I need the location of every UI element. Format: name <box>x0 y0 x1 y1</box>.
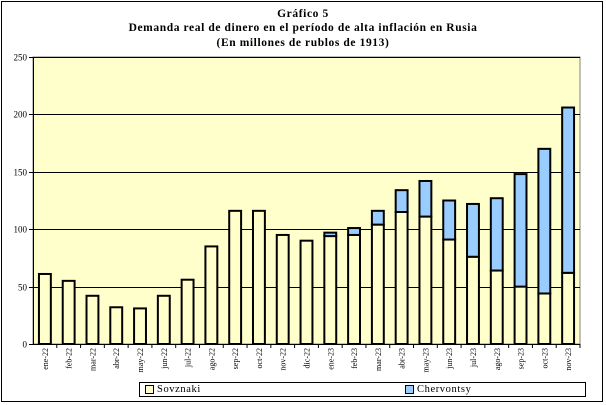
bar-sovznaki-jun-22 <box>156 294 171 345</box>
x-tick-label-may-23: may-23 <box>421 348 430 372</box>
chart-subtitle: Demanda real de dinero en el período de … <box>128 22 478 34</box>
bar-chervontsy-sep-23 <box>513 173 528 288</box>
bar-sovznaki-ago-23 <box>489 269 504 346</box>
x-tick-label-dic-22: dic-22 <box>303 348 312 368</box>
x-tick-label-oct-23: oct-23 <box>540 348 549 368</box>
bar-sovznaki-nov-22 <box>275 233 290 345</box>
bar-sovznaki-abr-22 <box>109 306 124 346</box>
bar-chervontsy-ene-23 <box>323 231 338 238</box>
x-tick-label-ene-23: ene-23 <box>326 348 335 370</box>
bar-sovznaki-dic-22 <box>299 239 314 345</box>
bar-chervontsy-mar-23 <box>370 209 385 226</box>
bar-chervontsy-abr-23 <box>394 189 409 213</box>
bar-sovznaki-may-22 <box>133 307 147 345</box>
bar-sovznaki-feb-23 <box>347 233 362 345</box>
x-tick-label-mar-22: mar-22 <box>88 348 97 371</box>
bar-sovznaki-mar-22 <box>85 294 100 345</box>
y-tick-label-200: 200 <box>14 110 28 120</box>
y-tick-label-250: 250 <box>14 53 28 63</box>
bar-chervontsy-nov-23 <box>561 106 576 274</box>
legend-swatch-chervontsy <box>405 385 414 394</box>
y-tick-label-50: 50 <box>18 283 28 293</box>
bar-chervontsy-jul-23 <box>466 202 480 258</box>
y-tick-label-0: 0 <box>23 340 28 350</box>
bar-sovznaki-may-23 <box>418 215 433 346</box>
bar-sovznaki-sep-23 <box>513 285 528 346</box>
y-tick-label-100: 100 <box>14 225 28 235</box>
bar-chervontsy-oct-23 <box>537 147 552 295</box>
bar-sovznaki-oct-23 <box>537 292 552 346</box>
legend-label-chervontsy: Chervontsy <box>417 384 472 395</box>
x-tick-label-jun-23: jun-23 <box>445 348 454 370</box>
x-tick-label-nov-22: nov-22 <box>279 348 288 371</box>
bar-chervontsy-may-23 <box>418 179 433 218</box>
x-tick-label-jul-22: jul-22 <box>184 348 193 368</box>
y-tick-label-150: 150 <box>14 168 28 178</box>
chart-legend: Sovznaki Chervontsy <box>139 382 586 397</box>
x-tick-label-jun-22: jun-22 <box>160 348 169 370</box>
bar-sovznaki-ene-23 <box>323 235 338 345</box>
x-tick-label-sep-22: sep-22 <box>231 348 240 369</box>
legend-swatch-sovznaki <box>145 385 154 394</box>
bar-chervontsy-jun-23 <box>442 199 457 241</box>
bar-sovznaki-jul-22 <box>180 278 195 346</box>
x-tick-label-feb-23: feb-23 <box>350 348 359 369</box>
x-tick-label-abr-22: abr-22 <box>112 348 121 369</box>
x-tick-label-sep-23: sep-23 <box>517 348 526 369</box>
bar-chart: 0 50 100 150 200 250 ene-22 feb-22 mar-22 abr-22 m… <box>14 53 581 372</box>
bar-sovznaki-ago-22 <box>204 245 219 345</box>
x-tick-label-ago-22: ago-22 <box>207 348 216 370</box>
bar-sovznaki-jun-23 <box>442 238 457 345</box>
x-tick-label-ago-23: ago-23 <box>493 348 502 370</box>
bar-sovznaki-sep-22 <box>228 209 243 345</box>
x-tick-label-oct-22: oct-22 <box>255 348 264 368</box>
x-tick-label-ene-22: ene-22 <box>41 348 50 370</box>
bar-sovznaki-nov-23 <box>561 271 576 346</box>
x-tick-label-mar-23: mar-23 <box>374 348 383 371</box>
x-tick-label-jul-23: jul-23 <box>469 348 478 368</box>
chart-units-note: (En millones de rublos de 1913) <box>216 37 390 49</box>
bar-sovznaki-oct-22 <box>251 209 266 345</box>
bar-chervontsy-ago-23 <box>489 197 504 272</box>
bar-sovznaki-mar-23 <box>370 223 385 345</box>
x-tick-label-nov-23: nov-23 <box>564 348 573 371</box>
bar-sovznaki-ene-22 <box>37 272 52 345</box>
x-tick-label-may-22: may-22 <box>136 348 145 372</box>
bar-sovznaki-jul-23 <box>466 255 480 346</box>
chart-title: Gráfico 5 <box>277 8 329 20</box>
bar-chervontsy-feb-23 <box>347 227 362 236</box>
bar-sovznaki-feb-22 <box>61 279 76 345</box>
x-tick-label-feb-22: feb-22 <box>65 348 74 369</box>
legend-label-sovznaki: Sovznaki <box>157 384 201 395</box>
x-tick-label-abr-23: abr-23 <box>398 348 407 369</box>
bar-sovznaki-abr-23 <box>394 210 409 345</box>
